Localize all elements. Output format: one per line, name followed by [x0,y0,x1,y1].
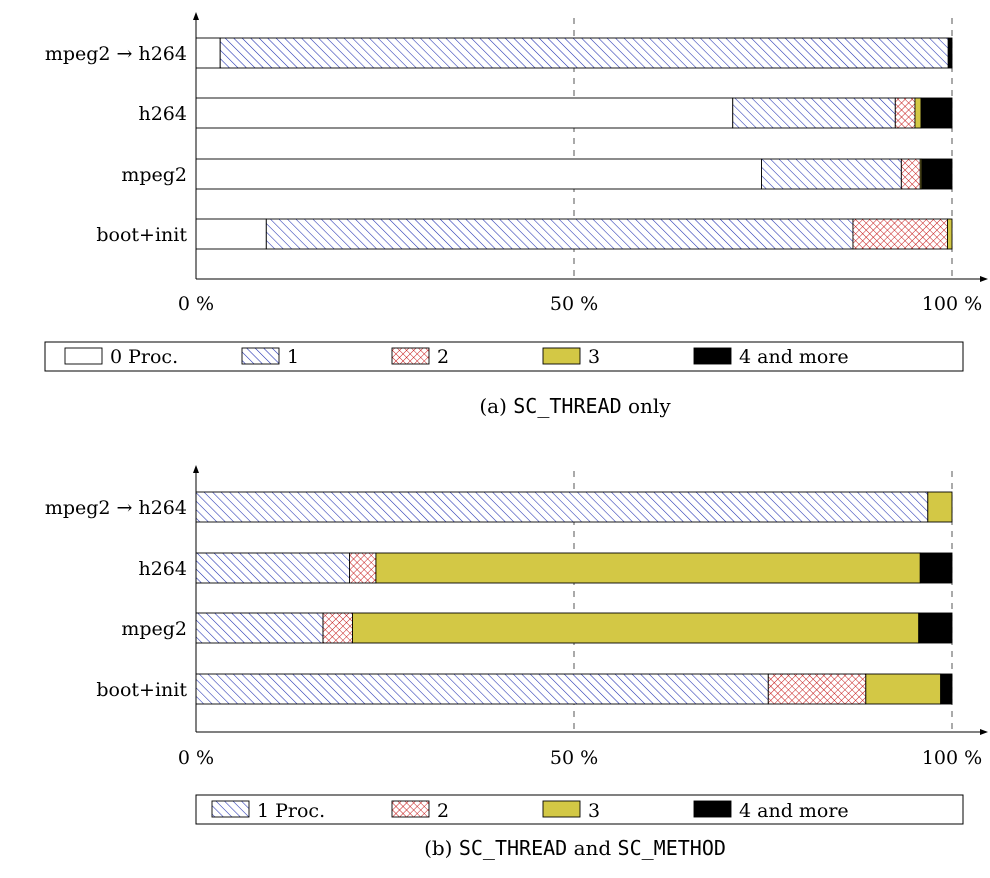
category-label: mpeg2 [121,618,187,640]
bar-segment [349,552,377,584]
legend-swatch-3 [542,347,581,365]
bar-segment [219,37,949,69]
bar-segment [195,158,762,190]
bar-segment [894,97,916,129]
x-tick-label: 0 % [178,293,214,315]
bar-segment [352,612,920,644]
bar-segment [195,673,769,705]
bar-segment [195,218,267,250]
legend-swatch-4-and-more [693,800,732,818]
legend-label-1-proc: 1 Proc. [257,800,325,822]
x-tick-label: 0 % [178,747,214,769]
legend-label-4-and-more: 4 and more [739,800,849,822]
bar-segment [947,37,953,69]
category-label: h264 [138,103,187,125]
bar-segment [265,218,854,250]
category-label: h264 [138,558,187,580]
bar-segment [852,218,948,250]
category-label: mpeg2 [121,164,187,186]
x-axis-arrow [980,276,988,282]
legend-box [44,341,964,372]
chart-a: mpeg2 → h264 h264 mpeg2 boot+init 0 % 50 % 100… [44,12,988,418]
legend-label-1: 1 [287,346,299,368]
bar-segment [322,612,353,644]
legend-label-2: 2 [437,800,449,822]
category-label: boot+init [96,224,187,246]
legend-label-3: 3 [588,346,600,368]
bar-segment [920,97,953,129]
x-tick-label: 50 % [550,747,598,769]
caption-label: (b) [424,836,459,860]
legend-swatch-2 [391,347,430,365]
y-axis-arrow [193,12,199,20]
caption: (b) SC_THREAD and SC_METHOD [424,836,726,860]
category-label: mpeg2 → h264 [45,497,187,519]
legend-label-4-and-more: 4 and more [739,346,849,368]
category-label: mpeg2 → h264 [45,43,187,65]
legend-swatch-0-proc [64,347,103,365]
caption-code-part: SC_THREAD [513,394,621,418]
legend-label-0-proc: 0 Proc. [110,346,178,368]
bar-segment [940,673,953,705]
bar-segment [921,158,953,190]
x-tick-label: 50 % [550,293,598,315]
x-axis-arrow [980,729,988,735]
bar-segment [947,218,953,250]
legend: 0 Proc. 1 2 3 4 and more [44,341,964,372]
bar-segment [865,673,942,705]
bar-segment [732,97,896,129]
caption: (a) SC_THREAD only [479,394,671,418]
y-axis-arrow [193,465,199,473]
bar-segment [919,552,953,584]
bar-segment [375,552,921,584]
bar-segment [761,158,902,190]
bar-segment [767,673,867,705]
bar-segment [195,612,324,644]
bar-segment [914,97,922,129]
category-label: boot+init [96,679,187,701]
bar-segment [195,37,221,69]
legend-swatch-1-proc [211,800,250,818]
caption-label: (a) [479,394,513,418]
legend-swatch-4-and-more [693,347,732,365]
caption-text-part: and [567,836,617,860]
chart-b: mpeg2 → h264 h264 mpeg2 boot+init 0 % 50 % 100… [45,465,988,860]
bar-segment [927,491,953,523]
legend-swatch-1 [241,347,280,365]
legend-label-3: 3 [588,800,600,822]
legend-swatch-2 [391,800,430,818]
bar-segment [195,97,734,129]
legend-swatch-3 [542,800,581,818]
bar-segment [195,552,350,584]
x-tick-label: 100 % [922,747,982,769]
caption-code-part: SC_METHOD [618,836,726,860]
bar-segment [900,158,921,190]
bar-segment [195,491,929,523]
legend-label-2: 2 [437,346,449,368]
bar-segment [918,612,953,644]
legend: 1 Proc. 2 3 4 and more [195,794,964,825]
x-tick-label: 100 % [922,293,982,315]
caption-code-part: SC_THREAD [459,836,567,860]
caption-text-part: only [622,394,672,418]
